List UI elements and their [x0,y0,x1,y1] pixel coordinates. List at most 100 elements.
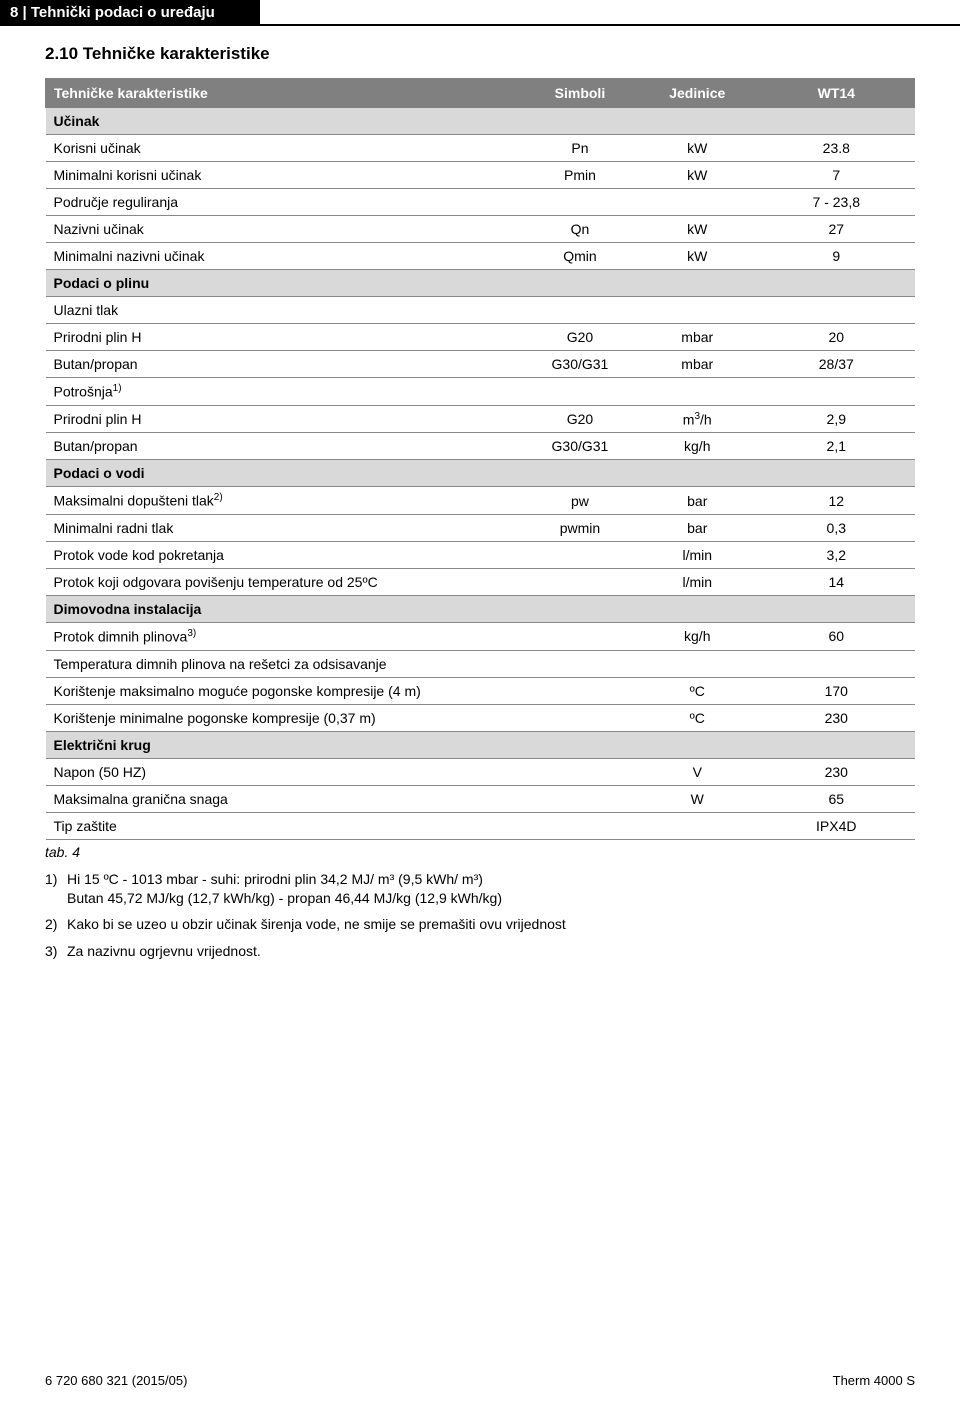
cell: kg/h [636,622,758,650]
cell: 7 [758,162,914,189]
cell: kW [636,162,758,189]
table-row: Učinak [46,108,915,135]
cell: ºC [636,677,758,704]
th-model: WT14 [758,79,914,108]
cell: 28/37 [758,351,914,378]
table-row: Dimovodna instalacija [46,595,915,622]
th-characteristics: Tehničke karakteristike [46,79,524,108]
cell-label: Protok koji odgovara povišenju temperatu… [46,568,524,595]
footnote: 3)Za nazivnu ogrjevnu vrijednost. [45,942,915,961]
page-footer: 6 720 680 321 (2015/05) Therm 4000 S [45,1373,915,1388]
table-row: Protok vode kod pokretanjal/min3,2 [46,541,915,568]
footnote-number: 3) [45,942,67,961]
cell: pwmin [523,514,636,541]
cell: G20 [523,405,636,433]
cell [523,758,636,785]
page-content: 2.10 Tehničke karakteristike Tehničke ka… [0,26,960,961]
cell: 20 [758,324,914,351]
spec-table: Tehničke karakteristike Simboli Jedinice… [45,78,915,840]
table-caption: tab. 4 [45,840,915,870]
footnote: 1)Hi 15 ºC - 1013 mbar - suhi: prirodni … [45,870,915,908]
cell: kW [636,135,758,162]
cell [523,378,636,406]
table-row: Maksimalna granična snaga W65 [46,785,915,812]
table-row: Prirodni plin HG20mbar20 [46,324,915,351]
cell: mbar [636,324,758,351]
table-row: Napon (50 HZ)V230 [46,758,915,785]
cell: kg/h [636,433,758,460]
cell-label: Potrošnja1) [46,378,524,406]
cell [523,677,636,704]
table-row: Podaci o plinu [46,270,915,297]
table-row: Minimalni nazivni učinakQminkW9 [46,243,915,270]
cell [523,622,636,650]
subheader-cell: Podaci o plinu [46,270,915,297]
cell-label: Područje reguliranja [46,189,524,216]
table-row: Električni krug [46,731,915,758]
cell: 60 [758,622,914,650]
subheader-cell: Podaci o vodi [46,460,915,487]
cell: 23.8 [758,135,914,162]
cell: 3,2 [758,541,914,568]
cell: 2,9 [758,405,914,433]
cell: bar [636,514,758,541]
cell: mbar [636,351,758,378]
cell [523,297,636,324]
cell: IPX4D [758,812,914,839]
th-symbols: Simboli [523,79,636,108]
cell-label: Prirodni plin H [46,324,524,351]
table-row: Butan/propanG30/G31mbar28/37 [46,351,915,378]
table-row: Nazivni učinakQnkW27 [46,216,915,243]
cell: G30/G31 [523,351,636,378]
cell: m3/h [636,405,758,433]
cell-label: Maksimalna granična snaga [46,785,524,812]
table-row: Minimalni radni tlakpwminbar0,3 [46,514,915,541]
cell: bar [636,487,758,515]
cell-label: Temperatura dimnih plinova na rešetci za… [46,650,524,677]
cell: kW [636,216,758,243]
cell: 12 [758,487,914,515]
table-row: Podaci o vodi [46,460,915,487]
table-row: Maksimalni dopušteni tlak2)pwbar12 [46,487,915,515]
cell-label: Nazivni učinak [46,216,524,243]
table-row: Protok dimnih plinova3) kg/h60 [46,622,915,650]
footer-left: 6 720 680 321 (2015/05) [45,1373,187,1388]
section-title: 2.10 Tehničke karakteristike [45,44,915,64]
footer-right: Therm 4000 S [833,1373,915,1388]
cell: Pmin [523,162,636,189]
cell: W [636,785,758,812]
cell-label: Butan/propan [46,351,524,378]
cell-label: Korištenje minimalne pogonske kompresije… [46,704,524,731]
cell: 65 [758,785,914,812]
cell [636,297,758,324]
cell: 0,3 [758,514,914,541]
cell: 7 - 23,8 [758,189,914,216]
cell [523,704,636,731]
cell: 9 [758,243,914,270]
footnote-text: Za nazivnu ogrjevnu vrijednost. [67,942,261,961]
cell: 27 [758,216,914,243]
cell: 2,1 [758,433,914,460]
table-row: Minimalni korisni učinakPminkW7 [46,162,915,189]
cell [758,650,914,677]
footnotes: 1)Hi 15 ºC - 1013 mbar - suhi: prirodni … [45,870,915,962]
cell: l/min [636,568,758,595]
cell: ºC [636,704,758,731]
cell [523,568,636,595]
cell-label: Tip zaštite [46,812,524,839]
table-header-row: Tehničke karakteristike Simboli Jedinice… [46,79,915,108]
cell-label: Korištenje maksimalno moguće pogonske ko… [46,677,524,704]
cell-label: Minimalni radni tlak [46,514,524,541]
th-units: Jedinice [636,79,758,108]
table-row: Tip zaštite IPX4D [46,812,915,839]
cell-label: Protok dimnih plinova3) [46,622,524,650]
cell [523,650,636,677]
cell: G30/G31 [523,433,636,460]
table-row: Područje reguliranja 7 - 23,8 [46,189,915,216]
cell [636,378,758,406]
footnote-number: 2) [45,915,67,934]
table-row: Korištenje minimalne pogonske kompresije… [46,704,915,731]
cell [523,189,636,216]
cell-label: Napon (50 HZ) [46,758,524,785]
cell-label: Maksimalni dopušteni tlak2) [46,487,524,515]
